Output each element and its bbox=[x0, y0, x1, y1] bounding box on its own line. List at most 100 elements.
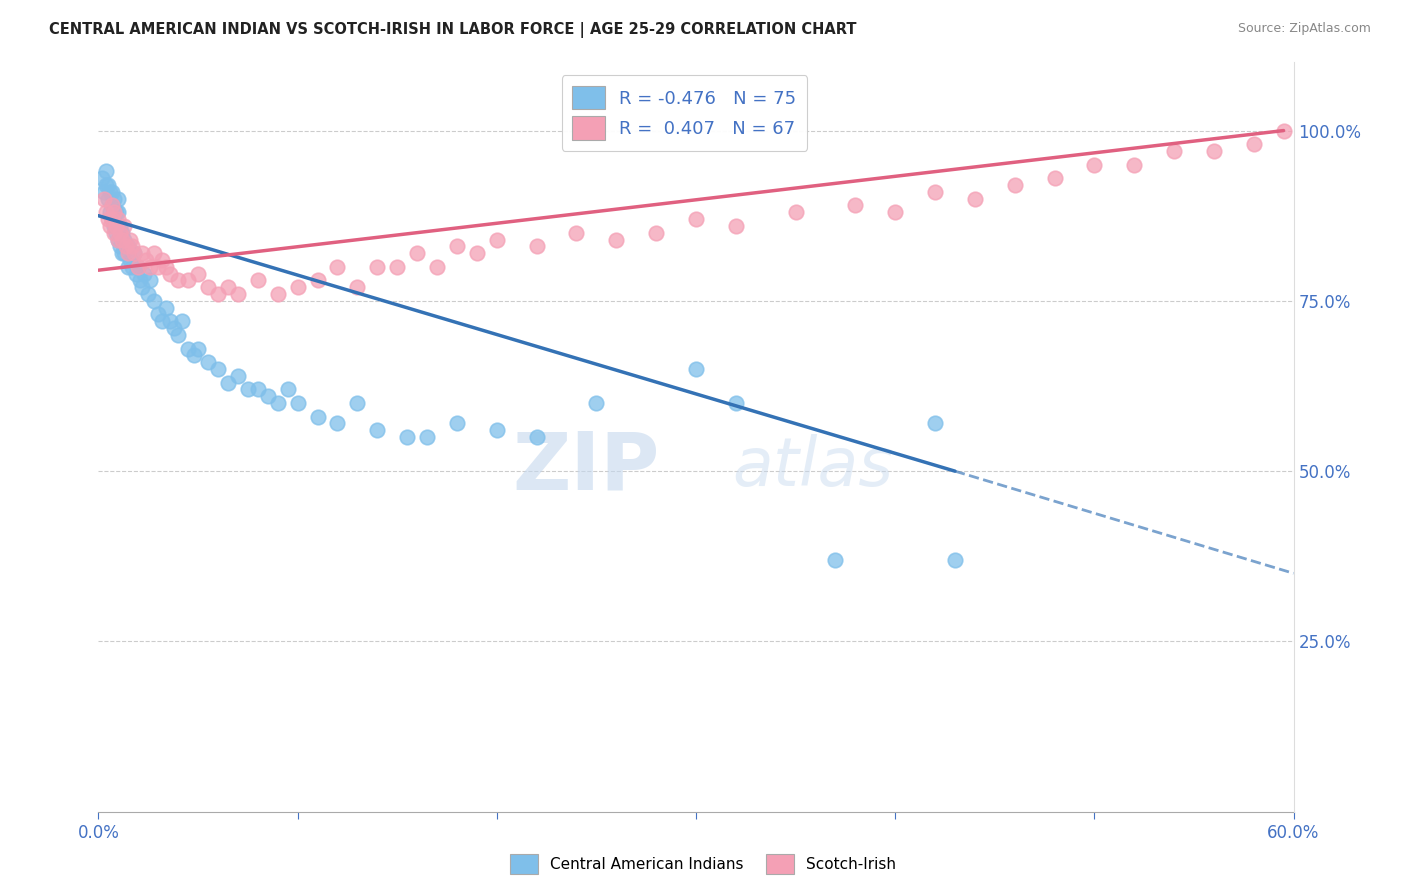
Point bbox=[96, 178, 118, 192]
Point bbox=[120, 252, 142, 267]
Point bbox=[135, 252, 157, 267]
Point bbox=[1243, 137, 1265, 152]
Point bbox=[127, 260, 149, 274]
Point bbox=[103, 205, 125, 219]
Point bbox=[107, 205, 129, 219]
Point bbox=[1004, 178, 1026, 192]
Point bbox=[97, 178, 120, 192]
Point bbox=[110, 219, 132, 233]
Point bbox=[226, 287, 249, 301]
Point bbox=[267, 396, 290, 410]
Point bbox=[103, 226, 125, 240]
Point bbox=[97, 212, 120, 227]
Point bbox=[884, 205, 907, 219]
Point bbox=[943, 552, 966, 566]
Point bbox=[217, 280, 239, 294]
Point bbox=[446, 239, 468, 253]
Point bbox=[485, 233, 508, 247]
Point bbox=[526, 430, 548, 444]
Point bbox=[246, 273, 269, 287]
Point bbox=[98, 185, 122, 199]
Point bbox=[207, 287, 229, 301]
Point bbox=[724, 219, 747, 233]
Point bbox=[96, 205, 118, 219]
Text: ZIP: ZIP bbox=[513, 428, 661, 506]
Point bbox=[93, 185, 115, 199]
Point bbox=[107, 233, 129, 247]
Point bbox=[346, 280, 368, 294]
Point bbox=[406, 246, 429, 260]
Point bbox=[256, 389, 278, 403]
Point bbox=[103, 192, 125, 206]
Point bbox=[565, 226, 588, 240]
Point bbox=[101, 212, 124, 227]
Point bbox=[127, 260, 149, 274]
Point bbox=[446, 417, 468, 431]
Point bbox=[136, 287, 159, 301]
Point bbox=[101, 198, 124, 212]
Point bbox=[131, 246, 153, 260]
Point bbox=[366, 423, 388, 437]
Point bbox=[98, 219, 122, 233]
Point bbox=[117, 246, 139, 260]
Text: CENTRAL AMERICAN INDIAN VS SCOTCH-IRISH IN LABOR FORCE | AGE 25-29 CORRELATION C: CENTRAL AMERICAN INDIAN VS SCOTCH-IRISH … bbox=[49, 22, 856, 38]
Point bbox=[124, 246, 146, 260]
Point bbox=[426, 260, 449, 274]
Point bbox=[287, 396, 309, 410]
Point bbox=[307, 409, 329, 424]
Point bbox=[131, 280, 153, 294]
Point bbox=[120, 233, 142, 247]
Point bbox=[112, 246, 135, 260]
Point bbox=[101, 212, 124, 227]
Point bbox=[277, 383, 299, 397]
Point bbox=[107, 212, 129, 227]
Point bbox=[110, 239, 132, 253]
Point bbox=[385, 260, 409, 274]
Point bbox=[346, 396, 368, 410]
Point bbox=[148, 260, 170, 274]
Point bbox=[139, 260, 162, 274]
Point bbox=[111, 226, 134, 240]
Point bbox=[121, 260, 143, 274]
Point bbox=[91, 171, 114, 186]
Point bbox=[326, 417, 349, 431]
Point bbox=[167, 327, 190, 342]
Point bbox=[103, 205, 125, 219]
Point bbox=[150, 252, 173, 267]
Point bbox=[134, 267, 156, 281]
Point bbox=[824, 552, 846, 566]
Point bbox=[187, 342, 209, 356]
Point bbox=[724, 396, 747, 410]
Point bbox=[226, 368, 249, 383]
Point bbox=[105, 219, 128, 233]
Point bbox=[107, 233, 129, 247]
Point bbox=[148, 308, 170, 322]
Point bbox=[645, 226, 668, 240]
Point bbox=[465, 246, 488, 260]
Point bbox=[177, 342, 200, 356]
Point bbox=[366, 260, 388, 274]
Point bbox=[485, 423, 508, 437]
Point bbox=[101, 185, 124, 199]
Point bbox=[124, 246, 146, 260]
Point bbox=[1202, 144, 1225, 158]
Point bbox=[963, 192, 986, 206]
Point bbox=[844, 198, 866, 212]
Point bbox=[150, 314, 173, 328]
Point bbox=[125, 267, 148, 281]
Point bbox=[685, 212, 707, 227]
Point bbox=[785, 205, 807, 219]
Point bbox=[207, 362, 229, 376]
Point bbox=[159, 314, 181, 328]
Legend: R = -0.476   N = 75, R =  0.407   N = 67: R = -0.476 N = 75, R = 0.407 N = 67 bbox=[561, 75, 807, 151]
Point bbox=[197, 355, 219, 369]
Point bbox=[396, 430, 419, 444]
Point bbox=[143, 293, 166, 308]
Text: Source: ZipAtlas.com: Source: ZipAtlas.com bbox=[1237, 22, 1371, 36]
Legend: Central American Indians, Scotch-Irish: Central American Indians, Scotch-Irish bbox=[503, 848, 903, 880]
Point bbox=[183, 348, 205, 362]
Point bbox=[1163, 144, 1185, 158]
Point bbox=[236, 383, 259, 397]
Point bbox=[246, 383, 269, 397]
Point bbox=[217, 376, 239, 390]
